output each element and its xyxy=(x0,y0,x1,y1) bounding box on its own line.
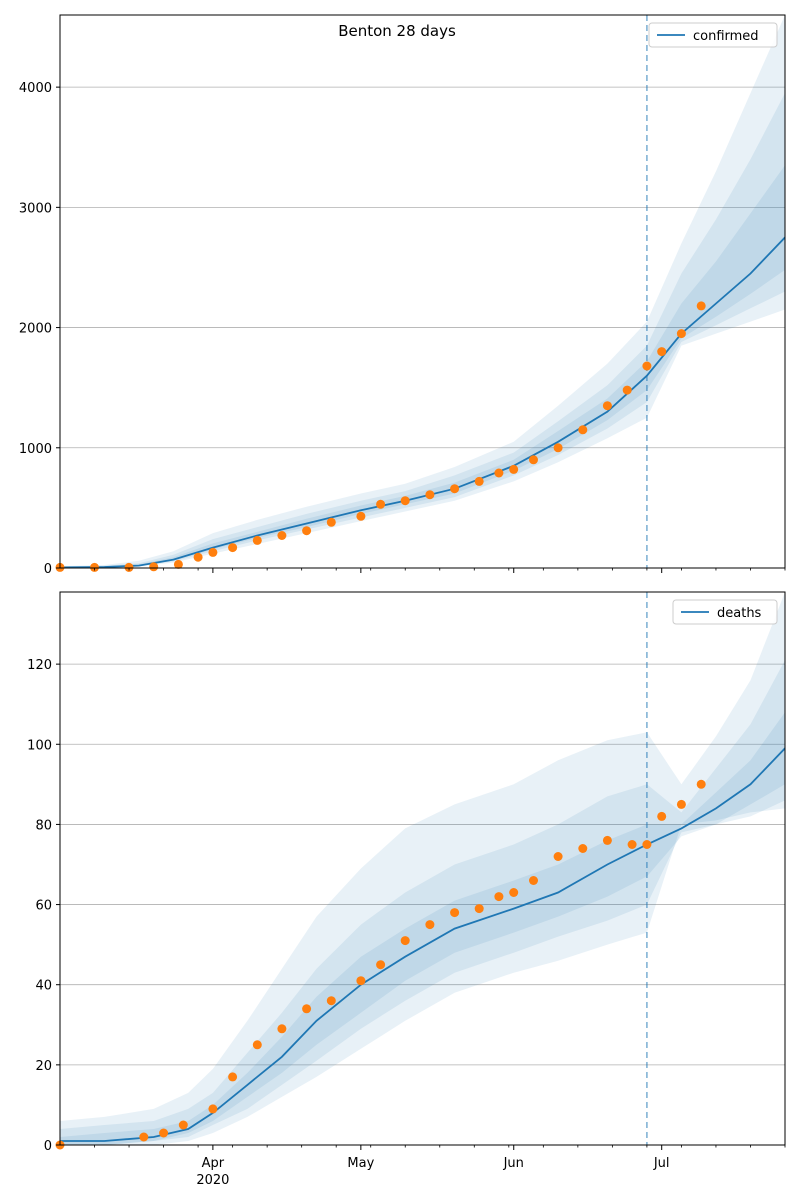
observed-point xyxy=(139,1132,149,1142)
y-tick-label: 0 xyxy=(44,562,52,577)
y-tick-label: 80 xyxy=(35,818,52,833)
observed-point xyxy=(494,468,504,478)
y-tick-label: 0 xyxy=(44,1139,52,1154)
observed-point xyxy=(696,779,706,789)
observed-point xyxy=(509,888,519,897)
observed-point xyxy=(376,960,386,970)
deaths-axes-frame xyxy=(59,591,786,1146)
y-tick-label: 40 xyxy=(35,979,52,994)
confirmed-uncertainty-bands xyxy=(60,15,785,568)
observed-point xyxy=(252,535,262,545)
uncertainty-band-3 xyxy=(60,712,785,1145)
observed-point xyxy=(676,329,686,339)
observed-point xyxy=(356,976,366,986)
confirmed-legend-label: confirmed xyxy=(693,29,759,44)
observed-point xyxy=(159,1128,169,1138)
confirmed-observed-points xyxy=(55,301,706,572)
observed-point xyxy=(302,1004,312,1014)
observed-point xyxy=(529,455,538,465)
deaths-model-line xyxy=(60,747,785,1142)
deaths-uncertainty-bands xyxy=(60,592,785,1145)
deaths-legend: deaths xyxy=(672,599,778,625)
deaths-legend-box xyxy=(672,599,778,625)
observed-point xyxy=(696,301,706,311)
observed-point xyxy=(376,499,386,509)
observed-point xyxy=(252,1040,262,1050)
y-tick-label: 20 xyxy=(35,1059,52,1074)
uncertainty-band-1 xyxy=(60,592,785,1145)
observed-point xyxy=(622,385,632,395)
observed-point xyxy=(208,1104,218,1114)
observed-point xyxy=(474,476,484,486)
observed-point xyxy=(173,559,183,569)
observed-point xyxy=(326,996,336,1006)
x-tick-label: May xyxy=(347,1156,374,1171)
observed-point xyxy=(553,852,563,861)
observed-point xyxy=(657,347,667,357)
observed-point xyxy=(676,799,686,809)
y-tick-label: 2000 xyxy=(19,322,52,337)
observed-point xyxy=(450,908,460,918)
confirmed-grid xyxy=(60,86,785,449)
observed-point xyxy=(627,840,637,849)
y-tick-label: 3000 xyxy=(19,201,52,216)
observed-point xyxy=(400,936,410,946)
observed-point xyxy=(450,484,460,494)
x-tick-label: Jul xyxy=(653,1156,670,1171)
uncertainty-band-1 xyxy=(60,15,785,568)
x-tick-year-label: 2020 xyxy=(196,1173,229,1188)
confirmed-axes-frame xyxy=(59,14,786,569)
observed-point xyxy=(178,1120,188,1130)
observed-point xyxy=(509,464,519,474)
observed-point xyxy=(602,401,612,411)
observed-point xyxy=(642,361,652,371)
deaths-y-axis: 0 20 40 60 80 100 120 xyxy=(27,658,60,1154)
observed-point xyxy=(425,920,435,930)
observed-point xyxy=(326,517,336,527)
deaths-chart: 0 20 40 60 80 100 120 Apr 2020 May Jun Jul deaths xyxy=(27,591,786,1188)
observed-point xyxy=(228,1072,238,1082)
observed-point xyxy=(657,811,667,821)
confirmed-legend-box xyxy=(648,22,778,48)
observed-point xyxy=(474,904,484,914)
y-tick-label: 100 xyxy=(27,738,52,753)
observed-point xyxy=(425,490,435,500)
observed-point xyxy=(578,844,588,853)
observed-point xyxy=(149,562,159,572)
observed-point xyxy=(90,562,99,572)
y-tick-label: 60 xyxy=(35,899,52,914)
observed-point xyxy=(277,1024,287,1034)
observed-point xyxy=(578,425,588,435)
observed-point xyxy=(208,547,218,557)
observed-point xyxy=(302,526,312,536)
y-tick-label: 4000 xyxy=(19,81,52,96)
x-tick-label: Jun xyxy=(503,1156,524,1171)
observed-point xyxy=(193,552,203,562)
confirmed-y-axis: 0 1000 2000 3000 4000 xyxy=(19,81,60,577)
confirmed-chart: 0 1000 2000 3000 4000 confirmed xyxy=(19,14,786,577)
figure-title: Benton 28 days xyxy=(338,22,456,40)
x-tick-label: Apr xyxy=(202,1156,225,1171)
deaths-observed-points xyxy=(55,779,706,1150)
confirmed-legend: confirmed xyxy=(648,22,778,48)
observed-point xyxy=(356,511,366,521)
observed-point xyxy=(400,496,410,506)
observed-point xyxy=(553,443,563,453)
y-tick-label: 120 xyxy=(27,658,52,673)
observed-point xyxy=(228,543,238,553)
observed-point xyxy=(529,876,538,885)
observed-point xyxy=(602,835,612,845)
observed-point xyxy=(277,531,287,540)
deaths-grid xyxy=(60,663,785,1066)
observed-point xyxy=(494,892,504,902)
observed-point xyxy=(642,840,652,849)
y-tick-label: 1000 xyxy=(19,442,52,457)
deaths-x-axis: Apr 2020 May Jun Jul xyxy=(94,1145,786,1188)
uncertainty-band-2 xyxy=(60,660,785,1145)
observed-point xyxy=(124,562,134,572)
confirmed-x-axis xyxy=(94,568,786,573)
deaths-legend-label: deaths xyxy=(717,606,762,621)
